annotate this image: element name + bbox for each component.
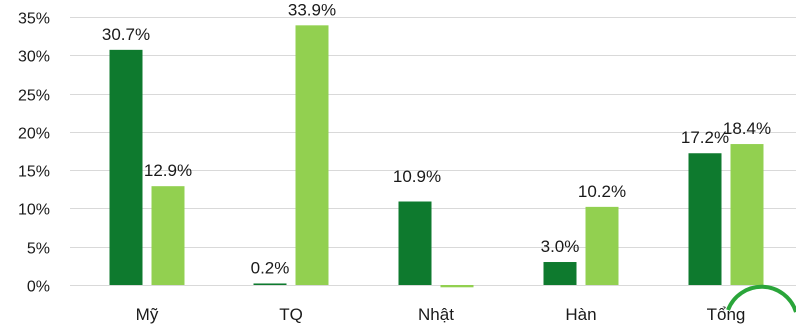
bar-2-2 [440, 285, 474, 288]
data-label: 12.9% [144, 161, 192, 180]
bar-2-4 [730, 144, 764, 285]
data-label: 0.2% [251, 258, 290, 277]
data-label: 10.2% [578, 182, 626, 201]
y-axis-ticks: 0% 5% 10% 15% 20% 25% 30% 35% [18, 11, 50, 296]
y-tick-label: 20% [18, 126, 50, 143]
bar-1-4 [688, 153, 722, 285]
circle-annotation [726, 284, 796, 313]
data-label: 30.7% [102, 25, 150, 44]
gridlines [70, 17, 796, 286]
category-label: Mỹ [136, 305, 159, 324]
bar-2-1 [295, 25, 329, 286]
bar-1-3 [543, 262, 577, 285]
y-tick-label: 0% [27, 279, 50, 296]
bar-1-2 [398, 201, 432, 285]
bar-1-1 [253, 283, 287, 285]
data-label: 33.9% [288, 0, 336, 19]
data-label: 10.9% [393, 167, 441, 186]
bar-2-3 [585, 206, 619, 285]
y-tick-label: 35% [18, 11, 50, 28]
data-labels: 30.7% 0.2% 3.0% 17.2% 12.9% 33.9% 10.2% 18.4% 10… [102, 0, 771, 277]
bar-2-0 [151, 186, 185, 285]
y-tick-label: 5% [27, 241, 50, 258]
category-label: Tổng [707, 305, 746, 324]
bar-1-0 [109, 49, 143, 286]
y-tick-label: 10% [18, 202, 50, 219]
category-label: TQ [279, 305, 303, 324]
bars [109, 25, 764, 288]
data-label: 18.4% [723, 119, 771, 138]
data-label: 3.0% [541, 237, 580, 256]
y-tick-label: 25% [18, 88, 50, 105]
y-tick-label: 30% [18, 49, 50, 66]
category-label: Hàn [565, 305, 596, 324]
x-axis-categories: Mỹ TQ Nhật Hàn Tổng [136, 305, 746, 324]
category-label: Nhật [418, 305, 454, 324]
y-tick-label: 15% [18, 164, 50, 181]
data-label: 17.2% [681, 128, 729, 147]
